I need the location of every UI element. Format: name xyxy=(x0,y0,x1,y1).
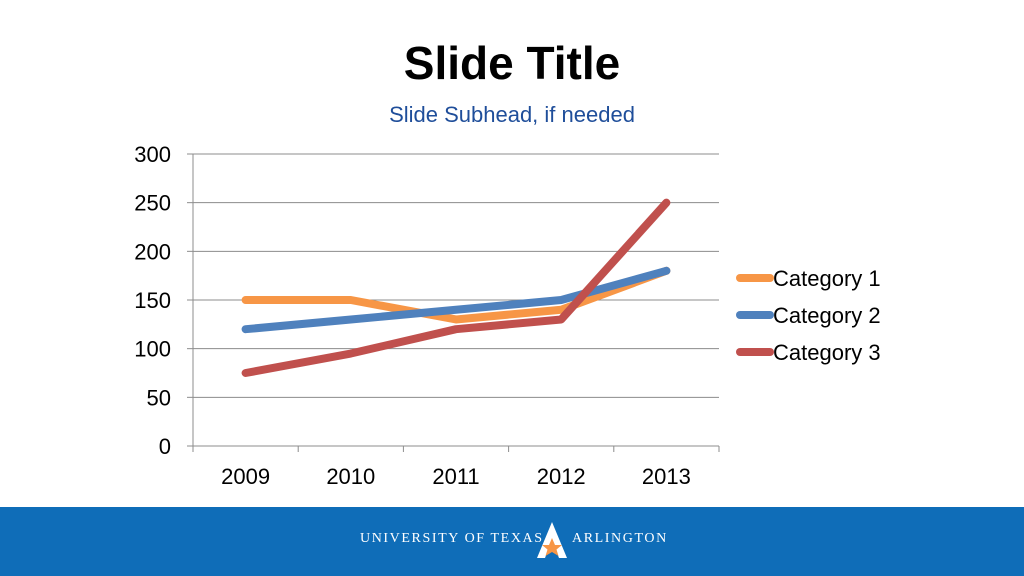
x-tick-label: 2010 xyxy=(326,464,375,489)
legend-label: Category 1 xyxy=(773,266,881,291)
y-tick-label: 200 xyxy=(134,239,171,264)
footer-org-right: ARLINGTON xyxy=(572,531,668,546)
y-tick-label: 300 xyxy=(134,142,171,167)
x-tick-label: 2013 xyxy=(642,464,691,489)
footer-org-left: UNIVERSITY OF TEXAS xyxy=(360,531,544,546)
footer-bar: UNIVERSITY OF TEXAS ARLINGTON xyxy=(0,507,1024,576)
line-chart: 0 50 100 150 200 250 300 2009 2010 2011 2012 2013 Ca… xyxy=(134,142,881,489)
uta-star-logo-icon xyxy=(535,520,569,565)
slide-subhead: Slide Subhead, if needed xyxy=(389,102,635,127)
y-tick-label: 150 xyxy=(134,288,171,313)
y-tick-label: 50 xyxy=(147,385,171,410)
slide-title: Slide Title xyxy=(403,37,621,89)
series-line-2 xyxy=(241,266,671,334)
y-tick-label: 100 xyxy=(134,337,171,362)
x-tick-label: 2011 xyxy=(432,464,479,489)
series-line-3 xyxy=(241,198,671,377)
series-line-1 xyxy=(241,266,671,324)
x-tick-label: 2012 xyxy=(537,464,586,489)
legend-label: Category 2 xyxy=(773,303,881,328)
y-tick-label: 0 xyxy=(159,434,171,459)
x-tick-label: 2009 xyxy=(221,464,270,489)
y-tick-label: 250 xyxy=(134,191,171,216)
legend-label: Category 3 xyxy=(773,340,881,365)
